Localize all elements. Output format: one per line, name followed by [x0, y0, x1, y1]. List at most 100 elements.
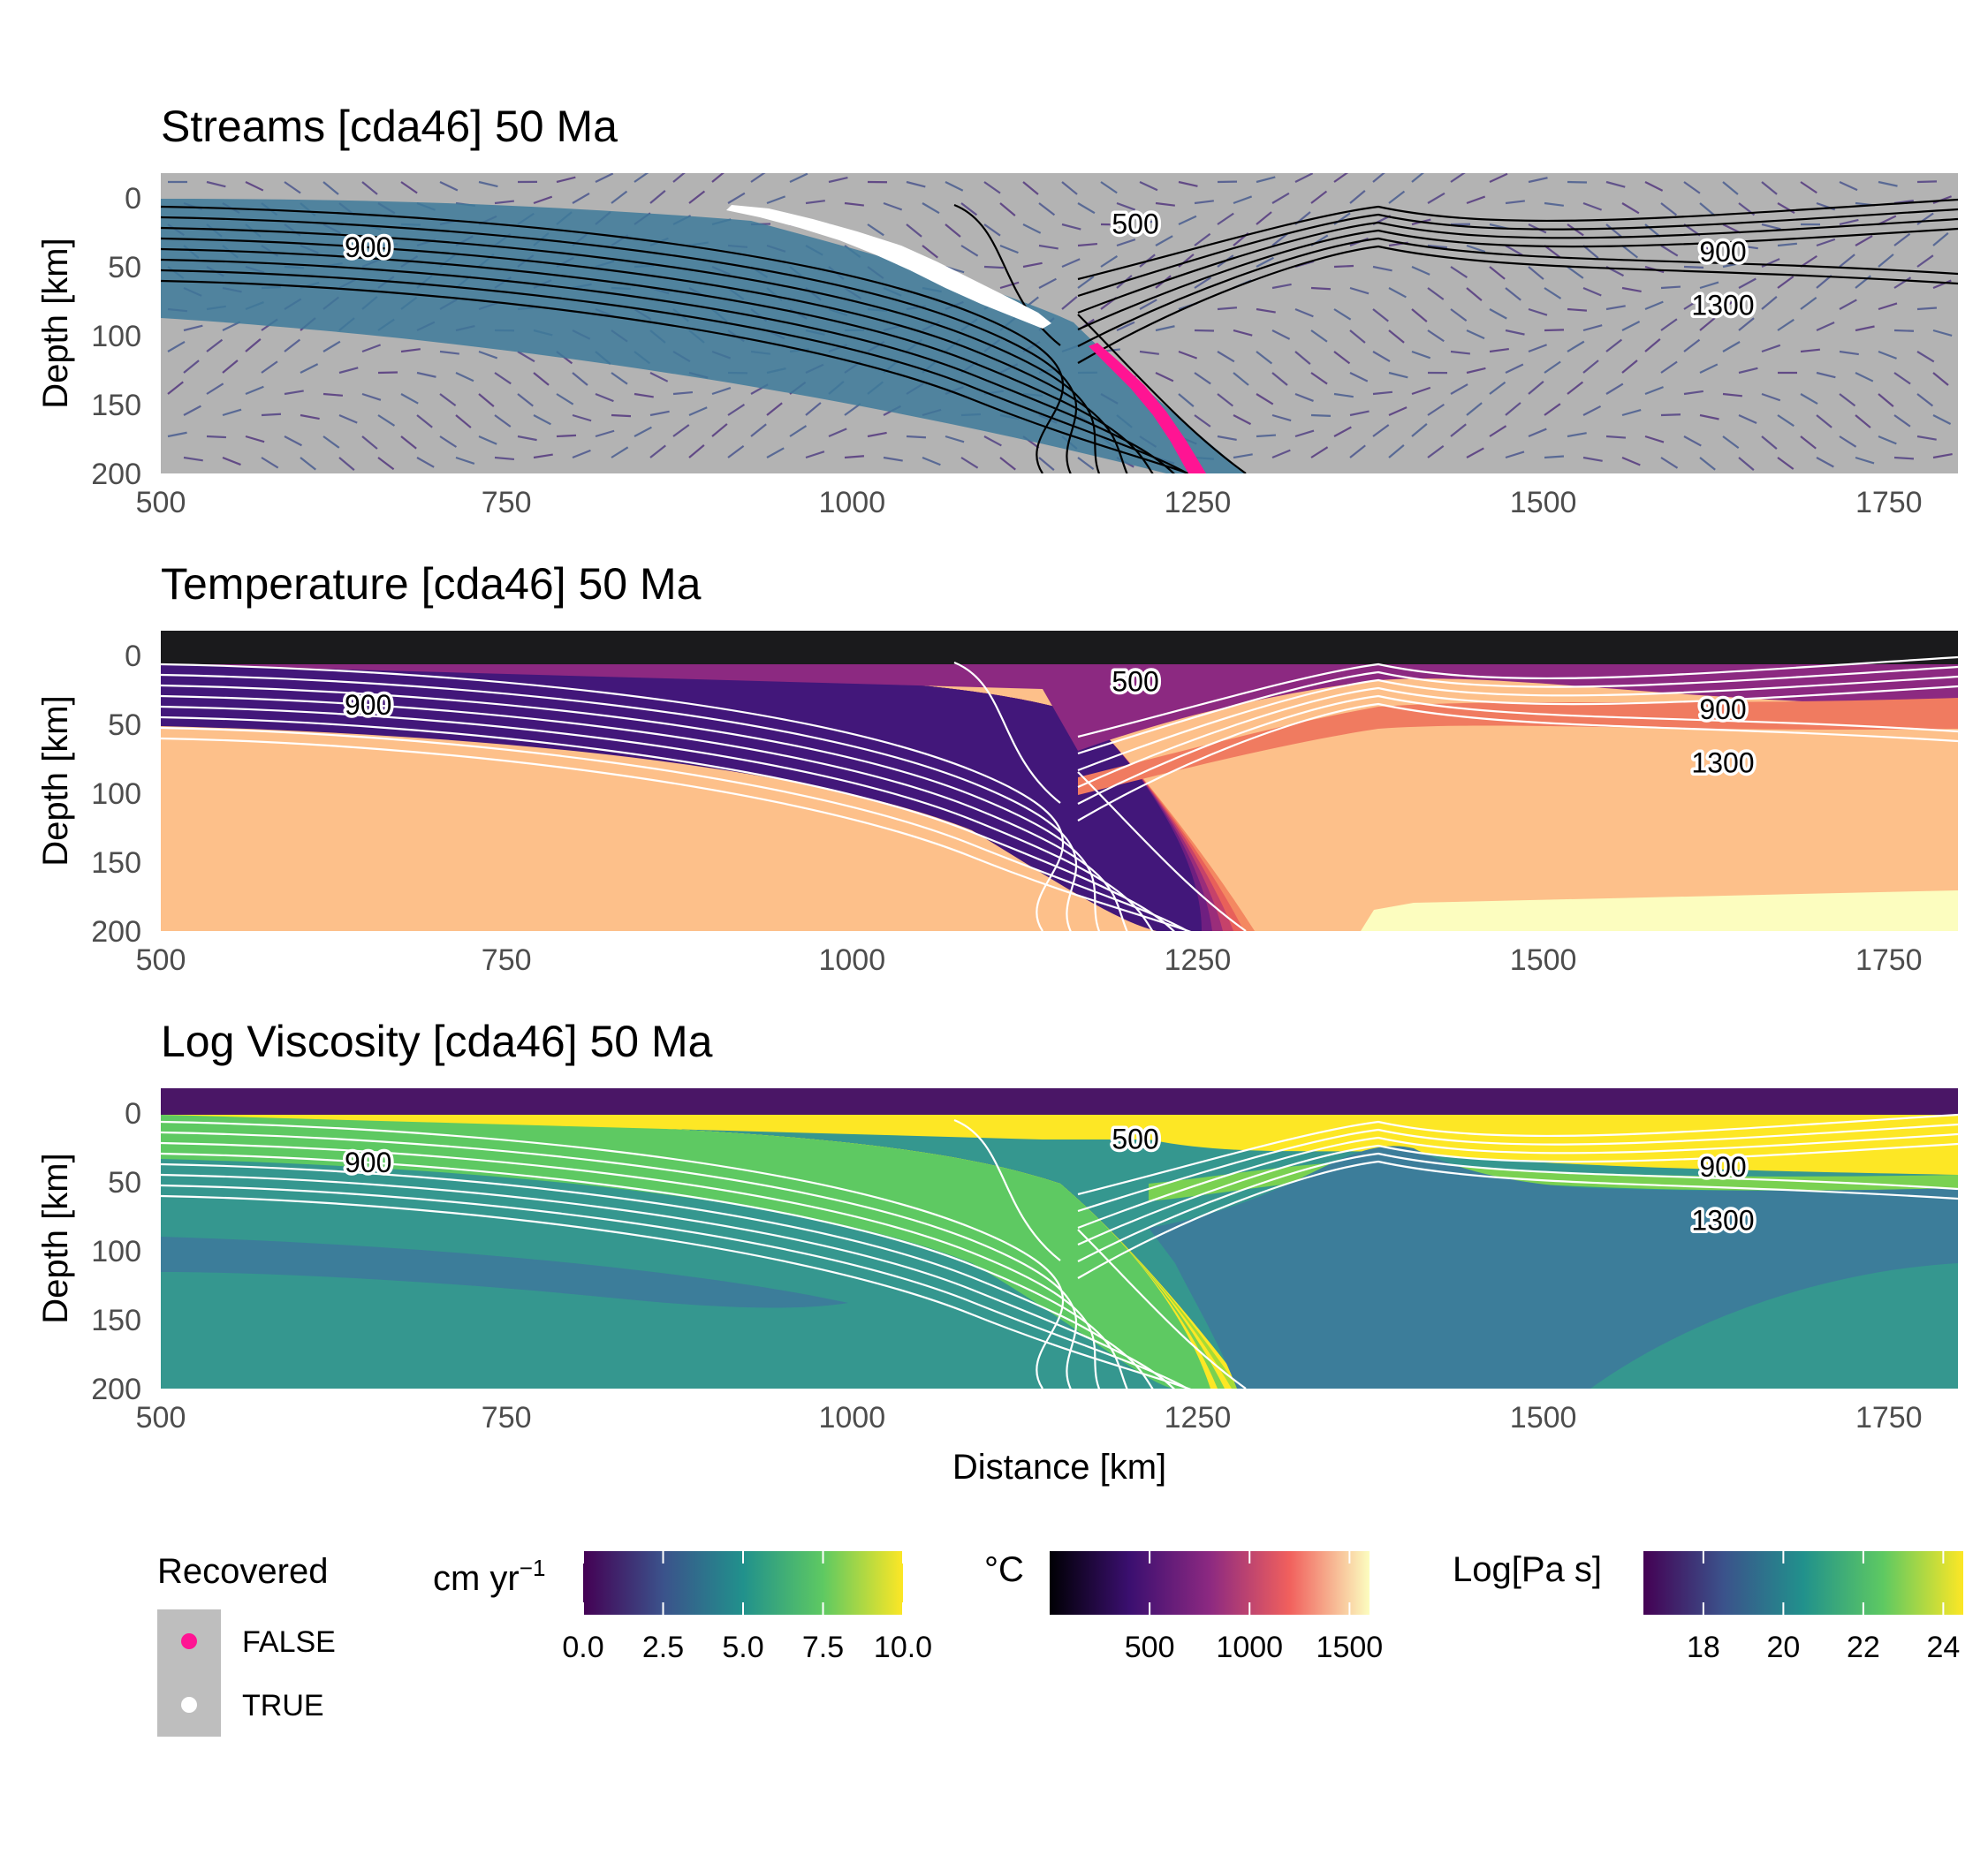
isotherm-line — [1077, 217, 1958, 314]
streamline-segment — [1777, 242, 1798, 247]
streamline-segment — [1839, 393, 1856, 407]
streamline-segment — [1194, 232, 1211, 246]
streamline-segment — [1761, 392, 1781, 402]
streamline-segment — [416, 371, 436, 378]
x-tick-label: 1750 — [1855, 1401, 1923, 1435]
streamline-segment — [1567, 381, 1584, 395]
streamline-segment — [1388, 190, 1406, 204]
temperature-title: Temperature [cda46] 50 Ma — [161, 559, 702, 609]
streamline-segment — [828, 428, 847, 438]
streamline-segment — [1777, 457, 1795, 470]
streamline-segment — [1761, 344, 1781, 353]
streamline-segment — [844, 403, 861, 416]
streamline-segment — [688, 444, 705, 458]
temperature-band — [161, 664, 1958, 751]
streamline-segment — [416, 457, 435, 468]
streamline-segment — [1916, 351, 1935, 363]
streamline-segment — [1683, 390, 1703, 396]
streamline-segment — [1466, 195, 1486, 205]
streamline-segment — [478, 180, 498, 188]
contour-label: 500 — [1112, 666, 1158, 698]
streamline-segment — [167, 340, 186, 352]
streamline-segment — [1372, 308, 1389, 322]
viscosity-colorbar — [1643, 1551, 1963, 1615]
streamline-segment — [300, 413, 320, 420]
streamline-segment — [1194, 200, 1214, 205]
streamline-segment — [844, 455, 865, 459]
streamline-segment — [322, 340, 341, 352]
temperature-contour-labels: 900 500 900 1300 — [341, 662, 1757, 782]
streamline-segment — [1271, 192, 1290, 204]
isotherm-line — [161, 726, 1189, 931]
streamline-segment — [1194, 276, 1212, 289]
streamline-segment — [1855, 235, 1873, 246]
streamline-segment — [1450, 266, 1468, 278]
x-tick-label: 1500 — [1510, 1401, 1577, 1435]
streamline-segment — [1839, 180, 1858, 192]
streamline-segment — [1621, 456, 1641, 466]
streamline-segment — [1567, 432, 1587, 438]
streamline-segment — [206, 180, 226, 188]
streamline-segment — [1294, 307, 1314, 318]
streamline-segment — [1310, 329, 1328, 343]
x-tick-label: 1500 — [1510, 943, 1577, 977]
streamline-segment — [711, 173, 725, 183]
streamline-segment — [1139, 350, 1159, 355]
streamline-segment — [611, 190, 628, 204]
streamline-segment — [1683, 181, 1701, 194]
streamline-segment — [1505, 329, 1525, 336]
low-viscosity-top-layer — [161, 1088, 1958, 1115]
streamline-segment — [1349, 372, 1369, 382]
streamline-segment — [439, 181, 459, 192]
streamline-segment — [1100, 255, 1119, 268]
streams-contour-labels: 900 500 900 1300 — [341, 205, 1757, 324]
streamline-segment — [1489, 266, 1506, 280]
streamline-segment — [1388, 444, 1405, 458]
streamline-segment — [611, 446, 629, 458]
isotherm-line — [161, 247, 1154, 473]
isotherm-line — [161, 269, 1189, 473]
streamline-segment — [1683, 298, 1702, 310]
isotherm-line — [161, 705, 1154, 931]
streamline-segment — [284, 435, 302, 447]
viscosity-panel: Log Viscosity [cda46] 50 Ma 900500900130… — [36, 1017, 1958, 1487]
streamline-segment — [1738, 244, 1758, 250]
streamline-segment — [517, 435, 537, 442]
temperature-colorbar — [1050, 1551, 1370, 1615]
streamline-segment — [1582, 456, 1603, 462]
viscosity-legend-title: Log[Pa s] — [1453, 1550, 1602, 1589]
streamline-segment — [1116, 321, 1135, 331]
streamline-segment — [1233, 414, 1252, 426]
streamline-segment — [261, 413, 282, 417]
recovered-legend-key-bg — [157, 1609, 221, 1737]
streamline-segment — [533, 414, 551, 426]
isotherm-line — [1077, 1132, 1958, 1230]
streamline-segment — [1310, 413, 1332, 417]
streamline-segment — [1738, 317, 1755, 331]
streamline-segment — [1194, 372, 1211, 385]
streamline-segment — [999, 244, 1019, 254]
streamline-segment — [1567, 340, 1585, 352]
streamline-segment — [1333, 173, 1349, 183]
streamline-segment — [1582, 245, 1599, 259]
streamline-segment — [1777, 414, 1795, 428]
x-tick-label: 500 — [136, 943, 186, 977]
temperature-x-axis: 500 750 1000 1250 1500 1750 — [136, 943, 1923, 977]
streamline-segment — [1505, 363, 1524, 374]
streamline-segment — [1271, 413, 1292, 422]
x-tick-label: 750 — [482, 1401, 532, 1435]
streamline-segment — [533, 195, 553, 205]
streamline-segment — [1505, 287, 1521, 301]
streamline-segment — [1372, 351, 1391, 363]
y-tick-label: 150 — [91, 846, 141, 880]
streamline-segment — [1427, 192, 1445, 204]
contour-label: 900 — [1699, 236, 1746, 268]
streamline-segment — [1116, 201, 1136, 211]
streamline-segment — [1605, 435, 1627, 439]
streamline-segment — [1038, 277, 1057, 289]
cold-surface-layer — [161, 631, 1958, 664]
streamline-segment — [1061, 181, 1078, 195]
streamline-segment — [1310, 446, 1329, 458]
streamline-segment — [1427, 287, 1445, 300]
hot-mantle-zone — [1361, 890, 1958, 931]
